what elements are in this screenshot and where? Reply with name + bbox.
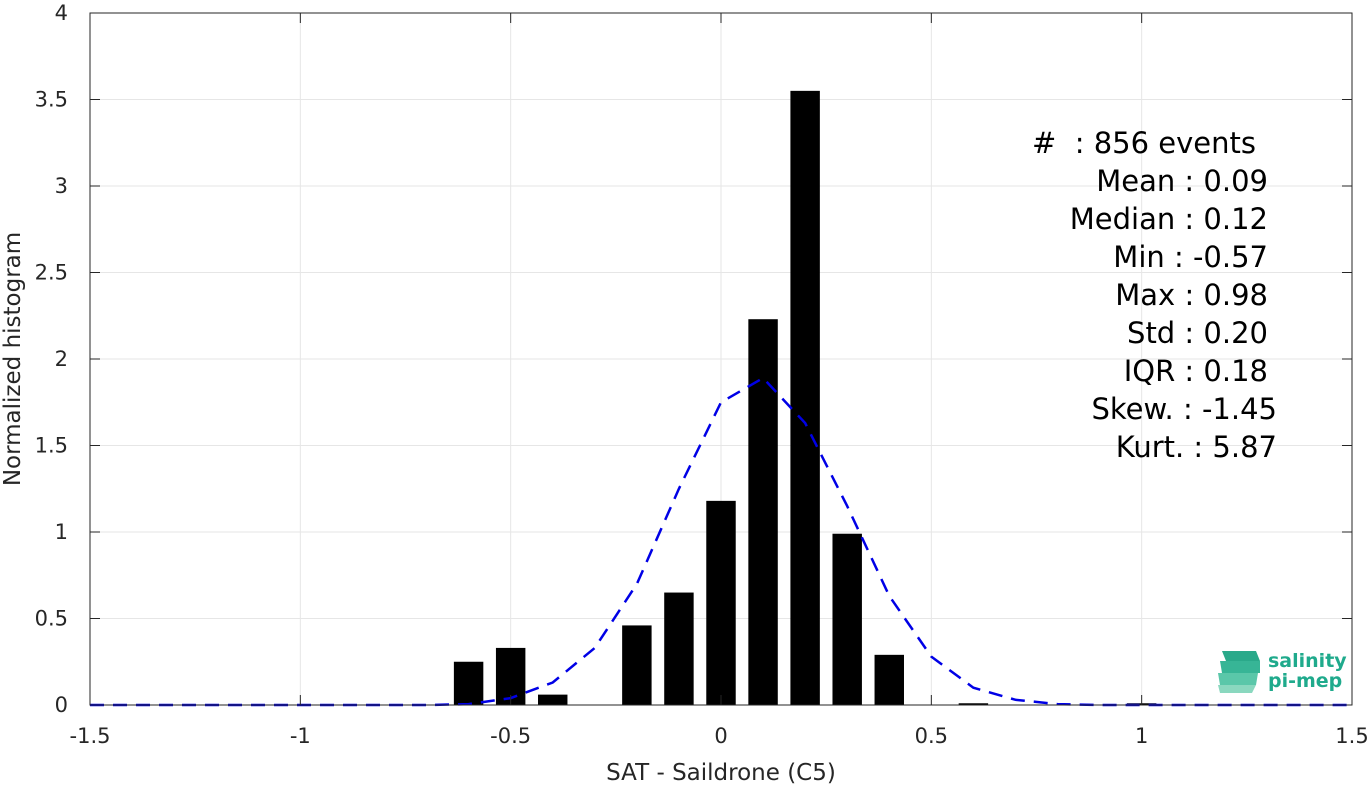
stat-iqr: IQR : 0.18 xyxy=(1123,354,1268,388)
stat-min: Min : -0.57 xyxy=(1113,240,1268,274)
x-tick-label: 1.5 xyxy=(1335,724,1367,748)
histogram-bar xyxy=(874,654,904,705)
y-tick-label: 2 xyxy=(55,347,68,371)
salinity-pimep-logo: salinity pi-mep xyxy=(1216,647,1347,697)
y-tick-label: 3 xyxy=(55,174,68,198)
x-tick-label: 1 xyxy=(1135,724,1148,748)
x-tick-label: 0 xyxy=(714,724,727,748)
stat-max: Max : 0.98 xyxy=(1115,278,1268,312)
stat-count: # : 856 events xyxy=(1032,126,1256,160)
y-axis-label: Normalized histogram xyxy=(0,232,26,486)
x-tick-label: -1.5 xyxy=(70,724,111,748)
histogram-bar xyxy=(706,500,736,705)
histogram-bar xyxy=(790,90,820,706)
stat-kurt: Kurt. : 5.87 xyxy=(1115,430,1277,464)
histogram-bar xyxy=(538,694,568,705)
histogram-bar xyxy=(453,661,484,705)
y-tick-label: 0.5 xyxy=(35,607,68,631)
y-tick-label: 2.5 xyxy=(35,261,68,285)
stat-median: Median : 0.12 xyxy=(1069,202,1268,236)
bars-group xyxy=(453,90,1157,706)
x-tick-label: -0.5 xyxy=(490,724,531,748)
histogram-bar xyxy=(832,533,862,705)
stat-std: Std : 0.20 xyxy=(1127,316,1268,350)
y-tick-label: 1 xyxy=(55,520,68,544)
x-tick-label: 0.5 xyxy=(915,724,948,748)
histogram-bar xyxy=(664,592,694,705)
histogram-bar xyxy=(622,625,652,705)
stat-mean: Mean : 0.09 xyxy=(1096,164,1268,198)
x-tick-label: -1 xyxy=(290,724,311,748)
x-axis-ticks: -1.5 -1 -0.5 0 0.5 1 1.5 xyxy=(70,13,1367,748)
histogram-bar xyxy=(748,319,778,705)
y-tick-label: 0 xyxy=(55,693,68,717)
y-tick-label: 3.5 xyxy=(35,88,68,112)
logo-mark-icon xyxy=(1218,651,1260,693)
logo-line2: pi-mep xyxy=(1268,670,1343,692)
grid-lines xyxy=(89,12,1353,706)
y-tick-label: 1.5 xyxy=(35,434,68,458)
y-axis-ticks: 0 0.5 1 1.5 2 2.5 3 3.5 4 xyxy=(35,1,1352,717)
histogram-bar xyxy=(958,703,989,705)
stat-skew: Skew. : -1.45 xyxy=(1091,392,1277,426)
logo-line1: salinity xyxy=(1268,650,1347,672)
x-axis-label: SAT - Saildrone (C5) xyxy=(606,760,836,785)
y-tick-label: 4 xyxy=(55,1,68,25)
